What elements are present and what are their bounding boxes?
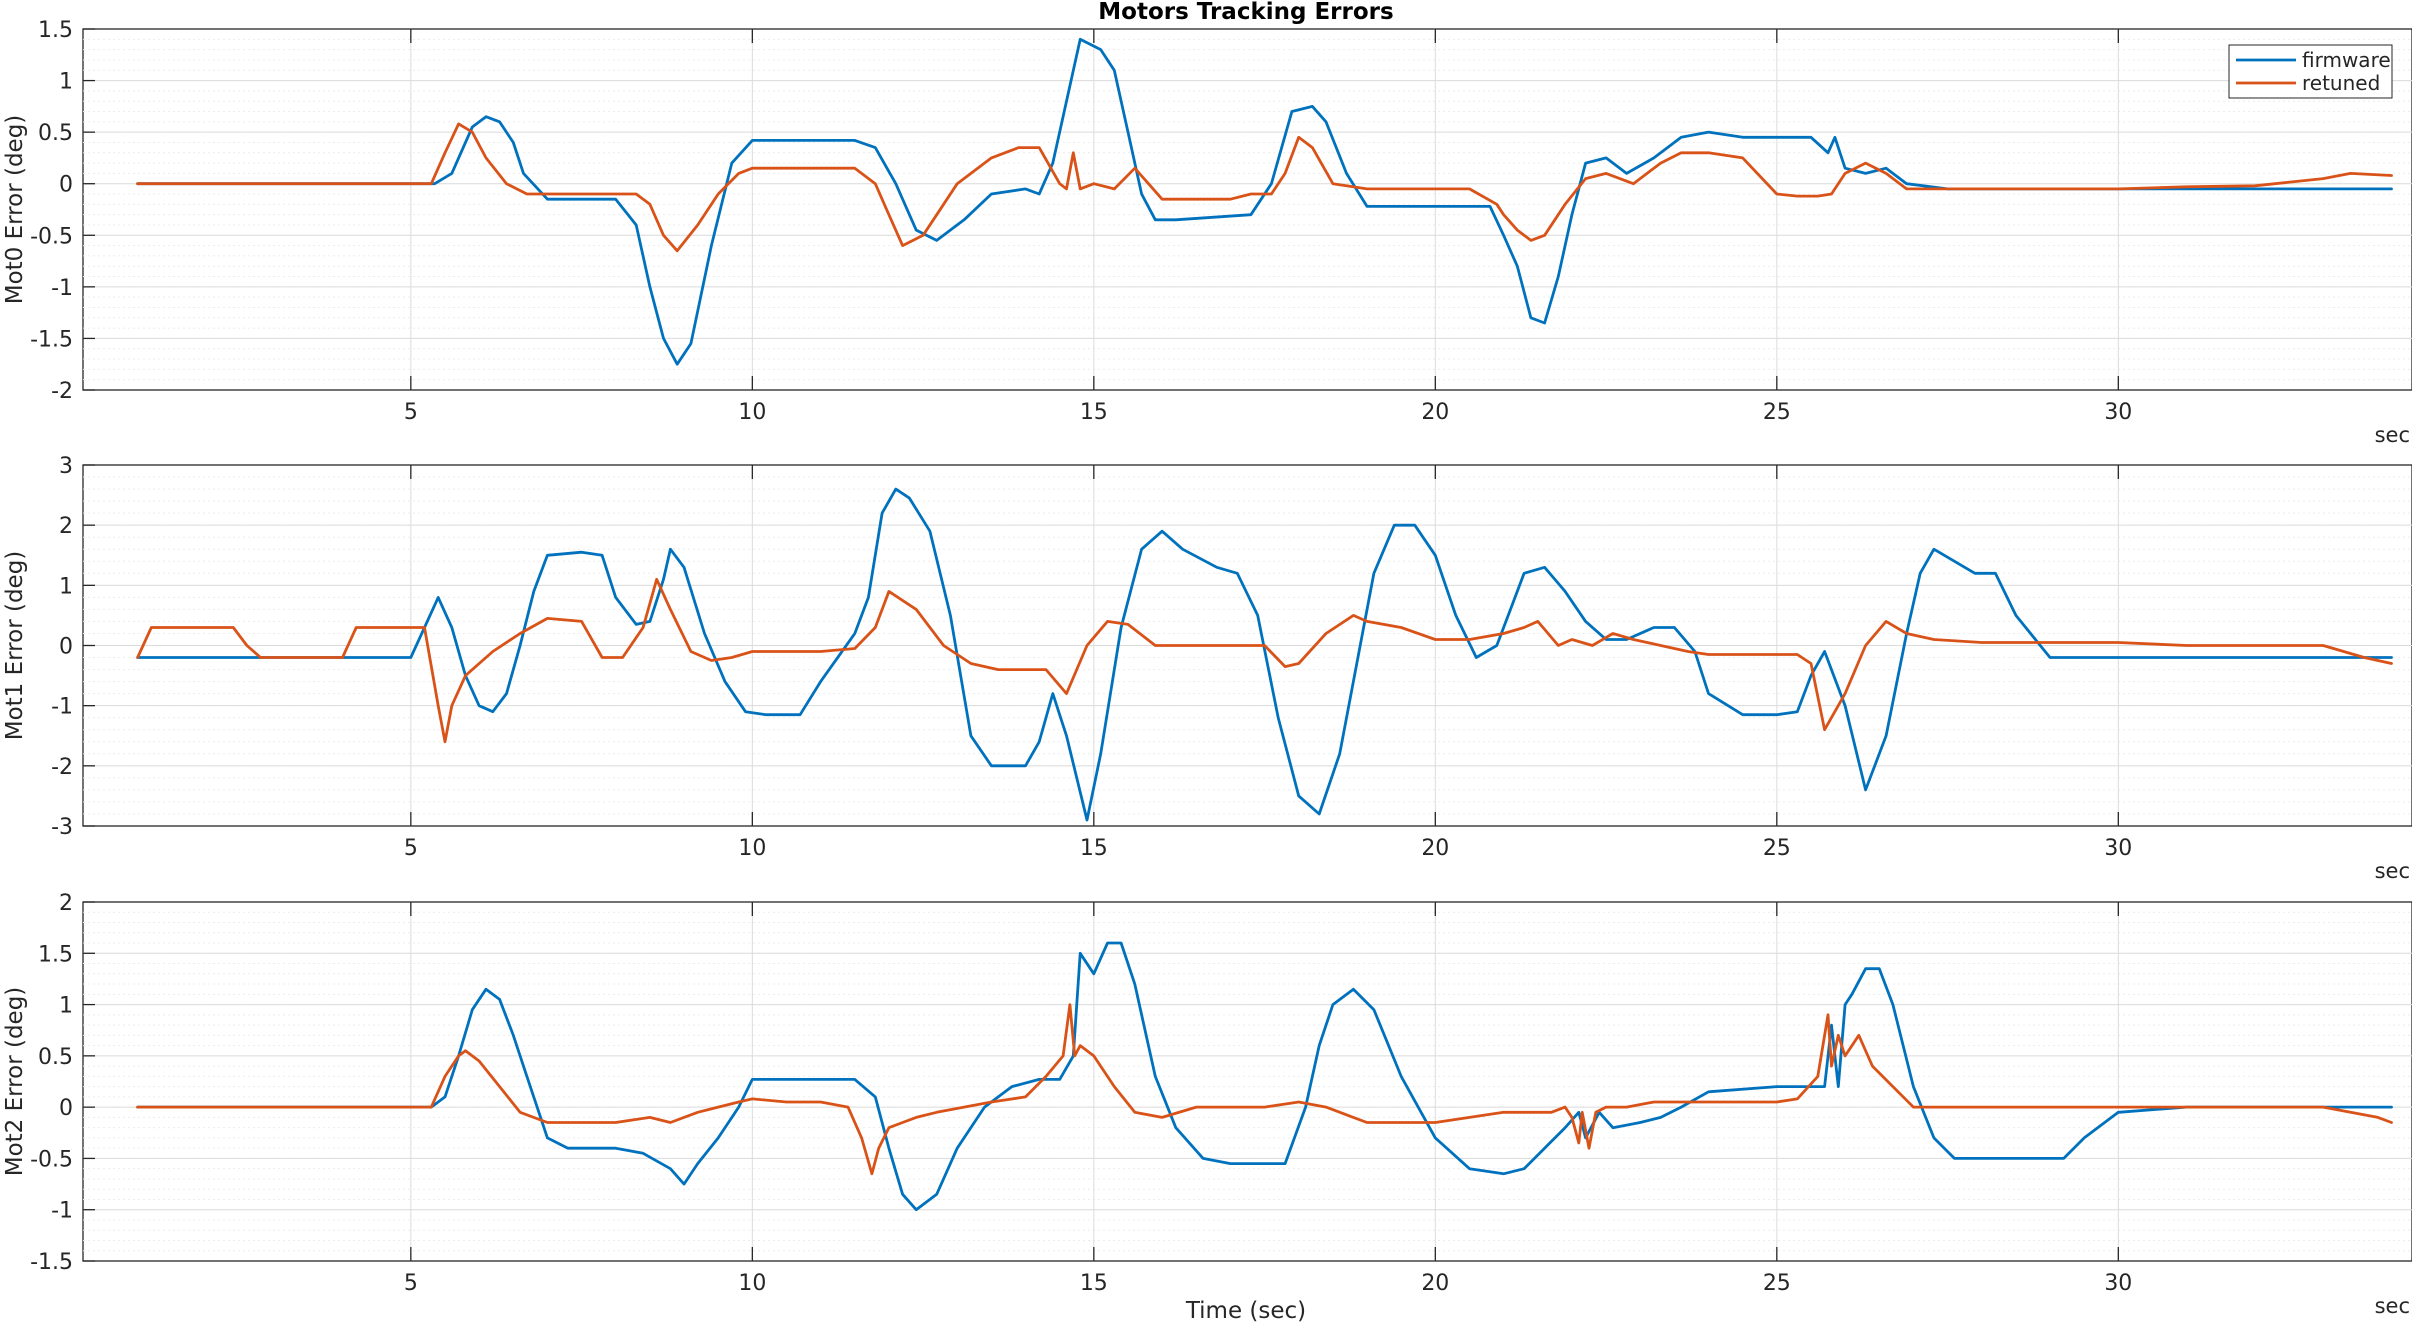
x-axis-label: Time (sec) [1185, 1298, 1306, 1324]
x-tick-label: 10 [738, 400, 766, 425]
x-tick-label: 15 [1080, 400, 1108, 425]
y-tick-label: -1.5 [30, 327, 73, 352]
x-tick-label: 20 [1421, 836, 1449, 861]
subplot-mot0: -2 -1.5 -1 -0.5 0 0.5 1 1.5 5 10 15 20 25 30 sec Mot0 E… [2, 18, 2412, 447]
x-tick-label: 10 [738, 836, 766, 861]
x-tick-label: 25 [1763, 400, 1791, 425]
y-tick-label: -1 [51, 1199, 73, 1224]
series-line-retuned [136, 577, 2393, 744]
plot-area [82, 901, 2412, 1262]
y-tick-label: 0 [59, 635, 73, 660]
x-tick-label: 30 [2104, 400, 2132, 425]
legend: firmware retuned [2228, 44, 2393, 99]
y-tick-label: 1.5 [38, 18, 73, 43]
y-tick-label: 1 [59, 994, 73, 1019]
y-tick-label: -1 [51, 276, 73, 301]
y-tick-label: -0.5 [30, 224, 73, 249]
x-tick-label: 20 [1421, 400, 1449, 425]
y-axis-label: Mot0 Error (deg) [2, 115, 28, 305]
y-tick-label: 2 [59, 891, 73, 916]
y-tick-label: 0.5 [38, 121, 73, 146]
x-unit-label: sec [2375, 1294, 2410, 1318]
series-line-firmware [136, 941, 2393, 1212]
x-tick-label: 20 [1421, 1271, 1449, 1296]
series-line-firmware [136, 487, 2393, 822]
y-tick-label: 1 [59, 70, 73, 95]
y-tick-label: 0 [59, 1096, 73, 1121]
x-tick-label: 15 [1080, 836, 1108, 861]
x-tick-label: 10 [738, 1271, 766, 1296]
y-axis-label: Mot2 Error (deg) [2, 987, 28, 1177]
series-line-firmware [136, 37, 2393, 366]
y-tick-label: 0.5 [38, 1045, 73, 1070]
series-line-retuned [136, 1003, 2393, 1176]
legend-label-firmware: firmware [2302, 48, 2391, 72]
x-tick-label: 15 [1080, 1271, 1108, 1296]
x-tick-label: 30 [2104, 1271, 2132, 1296]
subplot-mot1: -3 -2 -1 0 1 2 3 5 10 15 20 25 30 sec Mot1 Error (deg) [2, 454, 2412, 883]
x-tick-label: 5 [404, 400, 418, 425]
y-tick-label: 2 [59, 514, 73, 539]
y-tick-label: 3 [59, 454, 73, 479]
y-tick-label: -2 [51, 379, 73, 404]
legend-box [2228, 44, 2393, 99]
y-tick-label: -3 [51, 815, 73, 840]
y-tick-label: 0 [59, 173, 73, 198]
y-tick-label: 1.5 [38, 942, 73, 967]
x-tick-label: 25 [1763, 836, 1791, 861]
y-tick-label: -2 [51, 755, 73, 780]
chart-title: Motors Tracking Errors [1098, 0, 1393, 25]
x-tick-label: 5 [404, 1271, 418, 1296]
x-unit-label: sec [2375, 423, 2410, 447]
y-axis-label: Mot1 Error (deg) [2, 551, 28, 741]
y-tick-label: 1 [59, 574, 73, 599]
y-tick-label: -1 [51, 695, 73, 720]
x-tick-label: 25 [1763, 1271, 1791, 1296]
y-tick-label: -1.5 [30, 1250, 73, 1275]
series-line-retuned [136, 122, 2393, 253]
legend-label-retuned: retuned [2302, 71, 2380, 95]
x-unit-label: sec [2375, 859, 2410, 883]
y-tick-label: -0.5 [30, 1147, 73, 1172]
x-tick-label: 30 [2104, 836, 2132, 861]
x-tick-label: 5 [404, 836, 418, 861]
plot-area [82, 28, 2412, 391]
